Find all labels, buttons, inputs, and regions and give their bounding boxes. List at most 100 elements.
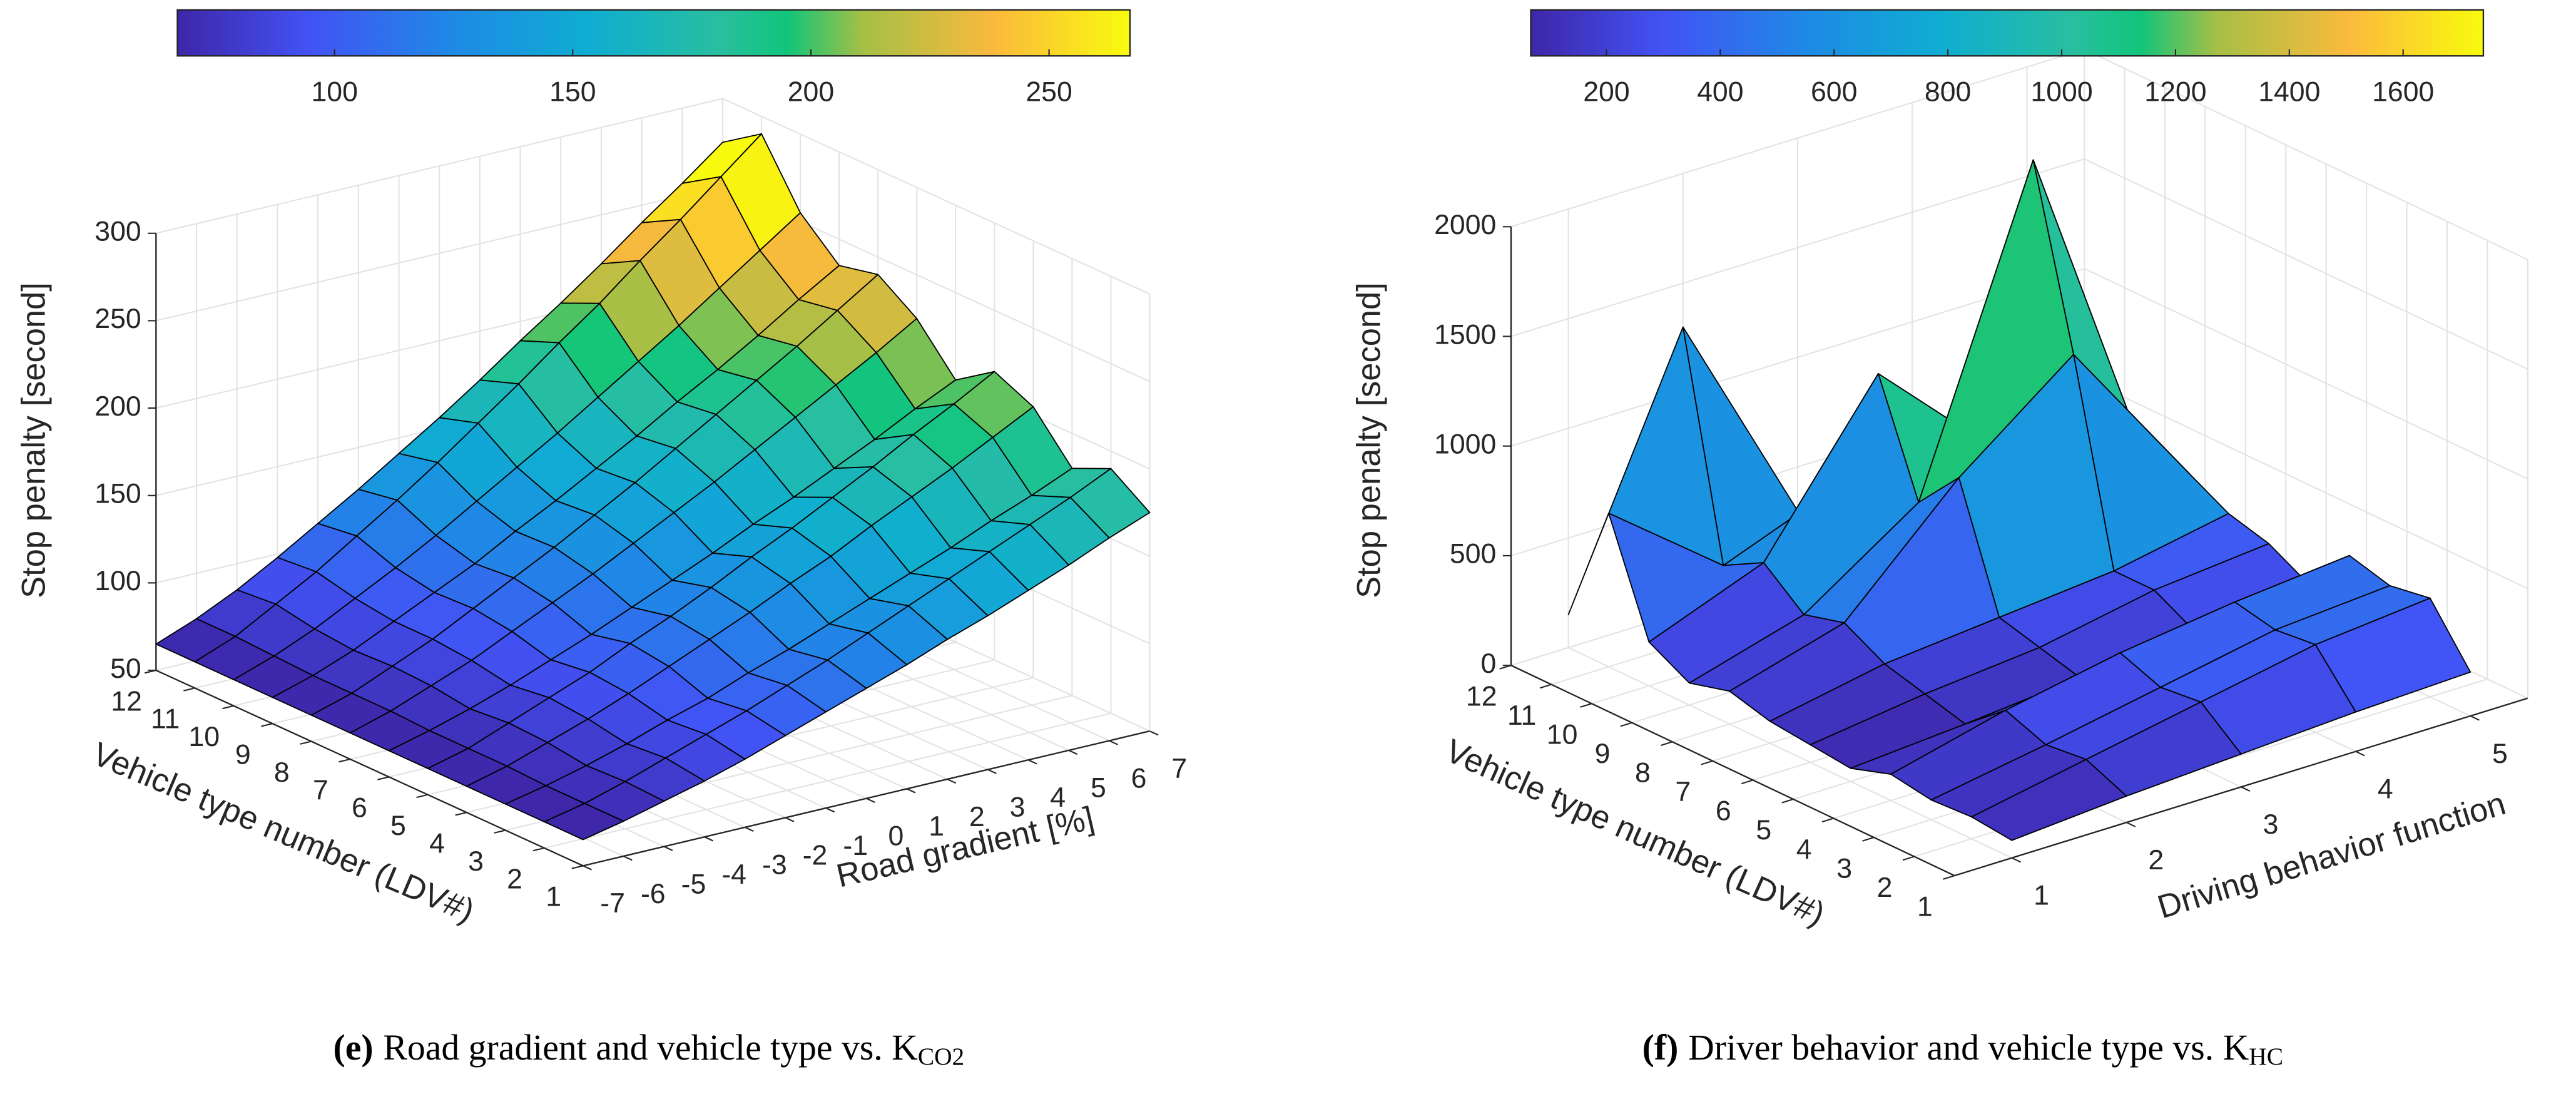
x-tick-label: 3	[1010, 792, 1026, 822]
x-axis-label: Road gradient [%]	[833, 800, 1097, 895]
x-tick-label: -6	[641, 879, 666, 909]
y-tick-label: 6	[1716, 796, 1731, 827]
x-tick-label: -5	[681, 869, 706, 899]
tick-mark	[300, 740, 312, 745]
colorbar	[176, 9, 1131, 57]
caption-text: Driver behavior and vehicle type vs. K	[1688, 1028, 2249, 1068]
z-tick-label: 150	[94, 478, 141, 509]
grid-line	[722, 98, 1150, 295]
z-tick-label: 1500	[1434, 319, 1496, 350]
z-tick-label: 300	[94, 217, 141, 247]
caption-label: (e)	[333, 1028, 373, 1068]
y-tick-label: 12	[1466, 681, 1497, 712]
y-tick-label: 4	[429, 828, 445, 859]
x-tick-label: -4	[721, 859, 746, 890]
colorbar-tick-label: 200	[1583, 76, 1629, 107]
tick-mark	[1821, 817, 1834, 823]
tick-mark	[1741, 779, 1753, 785]
x-tick-label: 5	[1091, 773, 1106, 804]
y-tick-label: 12	[111, 686, 142, 717]
colorbar-tick-label: 600	[1811, 76, 1857, 107]
tick-mark	[1027, 759, 1037, 765]
x-tick-label: -3	[762, 850, 787, 881]
panel: -7 -6 -5 -4 -3 -2 -1 0 1 2 3 4 5 6 7123456789101112501…	[16, 9, 1187, 1070]
tick-mark	[785, 817, 795, 822]
tick-mark	[663, 846, 673, 851]
panel: 123451234567891011120500100015002000Driv…	[1351, 9, 2528, 1070]
tick-mark	[1902, 856, 1915, 861]
colorbar	[1530, 9, 2485, 57]
tick-mark	[947, 779, 957, 784]
colorbar-tick-label: 800	[1925, 76, 1971, 107]
y-tick-label: 1	[546, 882, 561, 913]
y-tick-label: 1	[1917, 891, 1933, 922]
z-tick-label: 200	[94, 391, 141, 422]
tick-mark	[183, 687, 195, 692]
colorbar-tick-label: 100	[311, 76, 357, 107]
z-tick-label: 2000	[1434, 210, 1496, 240]
y-tick-label: 3	[468, 846, 484, 877]
grid-line	[2084, 268, 2528, 480]
x-tick-label: 5	[2492, 739, 2508, 769]
tick-mark	[1068, 749, 1078, 755]
tick-mark	[583, 865, 592, 871]
y-tick-label: 3	[1836, 853, 1852, 884]
y-tick-label: 9	[1595, 739, 1611, 769]
z-tick-label: 250	[94, 304, 141, 334]
z-tick-label: 50	[110, 653, 141, 684]
caption: (f) Driver behavior and vehicle type vs. …	[1642, 1028, 2283, 1070]
x-tick-label: -7	[600, 888, 625, 919]
tick-mark	[2355, 750, 2365, 757]
axis-line	[155, 669, 584, 867]
tick-mark	[455, 812, 467, 816]
tick-mark	[1862, 837, 1875, 842]
axis-line	[1510, 665, 1955, 877]
colorbar-tick-label: 1600	[2372, 76, 2434, 107]
colorbar-tick-label: 1000	[2030, 76, 2092, 107]
tick-mark	[571, 865, 584, 869]
grid-line	[2084, 377, 2528, 590]
axis-line	[583, 730, 1150, 867]
z-tick-label: 500	[1450, 539, 1496, 570]
tick-mark	[261, 723, 273, 727]
caption-text: Road gradient and vehicle type vs. K	[383, 1028, 918, 1068]
colorbar-tick-label: 200	[788, 76, 834, 107]
x-tick-label: 7	[1171, 754, 1187, 784]
tick-mark	[1620, 722, 1632, 727]
y-tick-label: 11	[151, 704, 180, 735]
x-tick-label: 4	[2378, 774, 2393, 804]
tick-mark	[825, 807, 835, 813]
tick-mark	[2011, 857, 2021, 863]
axis-line	[1954, 697, 2528, 877]
x-tick-label: -2	[803, 840, 828, 871]
colorbar-tick-label: 250	[1026, 76, 1072, 107]
tick-mark	[1701, 760, 1713, 765]
tick-mark	[2126, 822, 2136, 827]
tick-mark	[1149, 730, 1159, 736]
y-tick-label: 5	[390, 810, 406, 841]
tick-mark	[377, 776, 389, 780]
z-tick-label: 100	[94, 566, 141, 596]
tick-mark	[704, 836, 714, 842]
y-tick-label: 7	[1675, 777, 1691, 807]
grid-line	[156, 185, 723, 322]
tick-mark	[623, 856, 633, 861]
y-tick-label: 8	[1635, 758, 1651, 789]
x-tick-label: 1	[929, 811, 944, 842]
tick-mark	[532, 847, 545, 852]
tick-mark	[2470, 715, 2480, 721]
x-tick-label: 2	[2148, 845, 2164, 876]
y-tick-label: 6	[352, 793, 367, 824]
x-tick-label: 1	[2034, 881, 2049, 911]
x-tick-label: -1	[843, 831, 868, 861]
grid-line	[2084, 48, 2528, 260]
y-tick-label: 9	[235, 739, 251, 770]
tick-mark	[1109, 740, 1118, 745]
y-tick-label: 10	[188, 722, 220, 752]
y-tick-label: 7	[313, 775, 328, 805]
y-tick-label: 2	[1877, 872, 1893, 903]
tick-mark	[1539, 683, 1552, 689]
tick-mark	[339, 758, 350, 763]
x-tick-label: 6	[1131, 763, 1147, 794]
z-tick-label: 1000	[1434, 429, 1496, 459]
